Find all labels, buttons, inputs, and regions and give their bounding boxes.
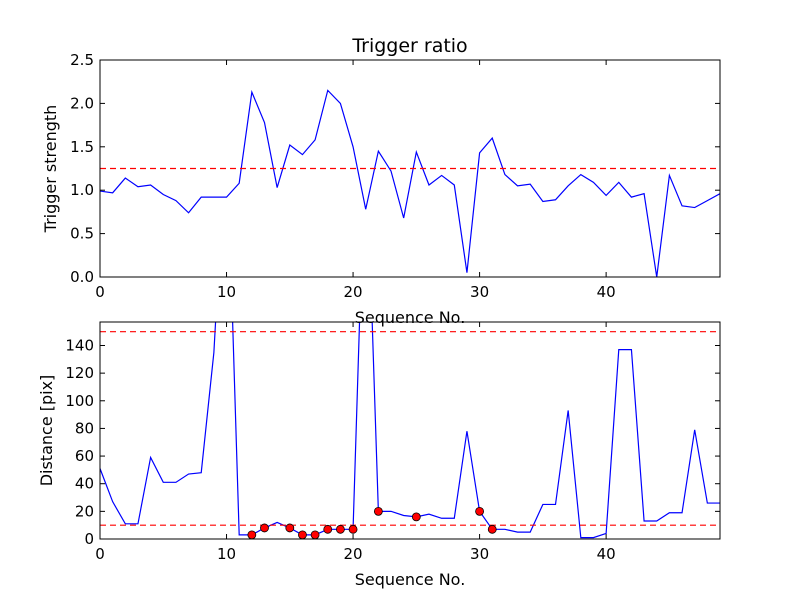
data-point-marker [348,524,358,534]
top-y-axis-label: Trigger strength [41,105,60,234]
data-point-marker [260,523,269,533]
data-point-marker [336,524,345,534]
x-tick-label: 20 [344,545,363,563]
data-point-marker [310,530,320,539]
y-tick-label: 2.5 [70,51,94,69]
y-tick-label: 0.5 [70,225,94,243]
x-tick-label: 20 [344,283,363,301]
y-tick-label: 1.0 [70,181,94,199]
bottom-plot-content [100,322,720,539]
x-tick-label: 30 [470,283,489,301]
y-tick-label: 60 [75,447,94,465]
y-tick-label: 40 [75,475,94,493]
bottom-axis-ticks: 0 10 20 30 40 0 20 40 60 80 100 120 140 [65,322,720,563]
data-point-marker [487,524,497,534]
bottom-plot-frame [99,321,721,540]
y-tick-label: 0 [84,530,94,548]
bottom-x-axis-label: Sequence No. [355,570,466,589]
data-point-marker [298,530,307,539]
y-tick-label: 100 [65,392,94,410]
series-line [100,89,720,277]
data-point-marker [411,512,421,522]
top-subplot: 0 10 20 30 40 0.0 0.5 1.0 1.5 2.0 2.5 Trigger rati… [41,35,721,301]
data-point-marker [475,506,484,516]
x-tick-label: 0 [95,283,105,301]
data-point-marker [323,524,333,534]
data-point-marker [373,506,383,516]
y-tick-label: 120 [65,364,94,382]
series-line [100,322,720,539]
top-plot-frame [99,59,721,278]
bottom-subplot: 0 10 20 30 40 0 20 40 60 80 100 120 140 Sequence No.… [37,321,721,589]
top-plot-content [100,89,720,277]
top-chart-title: Trigger ratio [351,35,467,57]
data-point-marker [247,530,257,539]
y-tick-label: 1.5 [70,138,94,156]
y-tick-label: 80 [75,419,94,437]
x-tick-label: 40 [597,545,616,563]
x-tick-label: 0 [95,545,105,563]
data-point-marker [285,523,295,533]
y-tick-label: 20 [75,502,94,520]
top-x-axis-label: Sequence No. [355,308,466,327]
top-axis-ticks: 0 10 20 30 40 0.0 0.5 1.0 1.5 2.0 2.5 [70,51,720,301]
x-tick-label: 40 [597,283,616,301]
y-tick-label: 0.0 [70,268,94,286]
bottom-y-axis-label: Distance [pix] [37,375,56,487]
x-tick-label: 10 [217,283,236,301]
y-tick-label: 2.0 [70,94,94,112]
y-tick-label: 140 [65,336,94,354]
x-tick-label: 10 [217,545,236,563]
x-tick-label: 30 [470,545,489,563]
